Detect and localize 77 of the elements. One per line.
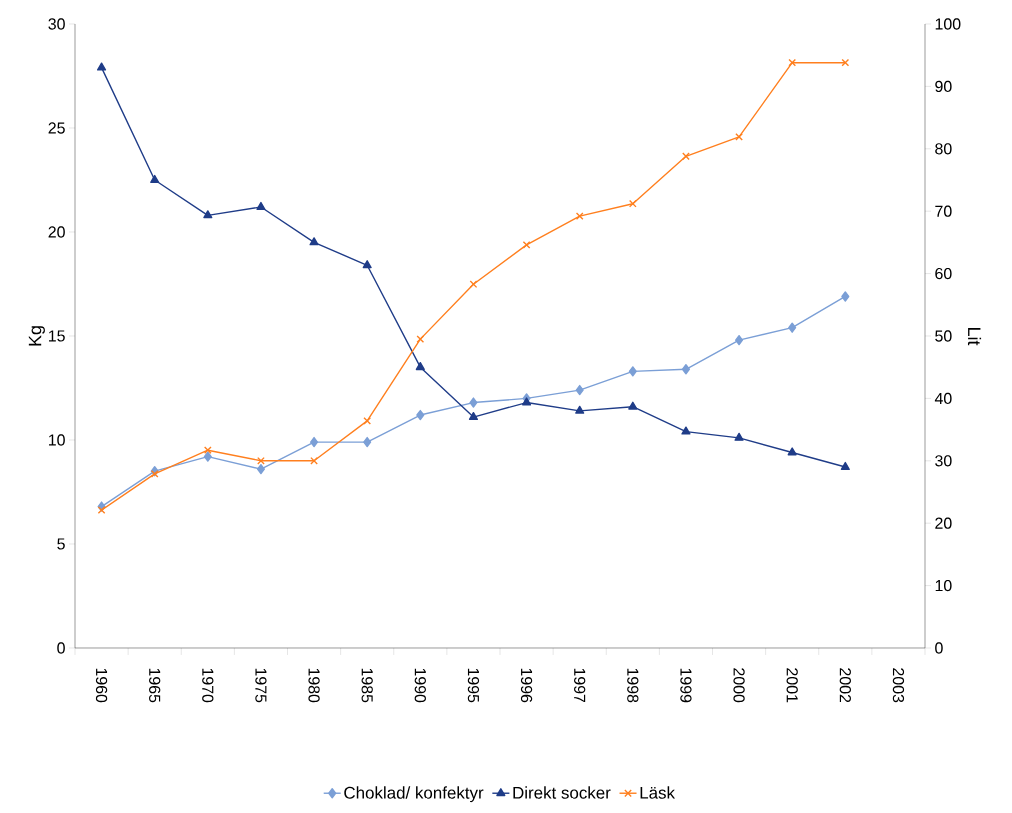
point [682,152,690,161]
x-tick-label: 2001 [786,668,798,703]
y-tick-label: 30 [48,18,65,30]
y-tick-label: 5 [57,538,65,550]
point [96,62,107,71]
y-axis-title: Kg [28,326,45,346]
y-tick-label: 15 [48,330,65,342]
point [257,456,265,465]
x-tick-label: 1960 [95,668,108,703]
x-tick-label: 1996 [520,668,533,703]
legend-label: Läsk [640,786,676,799]
y-tick-label: 25 [48,122,65,134]
point [681,426,691,435]
x-tick-label: 1965 [149,668,161,703]
y2-tick-label: 10 [935,579,952,592]
y2-tick-label: 80 [935,143,952,155]
point [310,456,318,465]
x-tick-label: 1997 [574,668,586,703]
x-tick-label: 1985 [361,668,373,703]
point [628,366,637,377]
legend-label: Direkt socker [513,786,611,799]
x-tick-label: 1995 [467,668,480,703]
y2-tick-label: 30 [935,455,952,467]
y2-tick-label: 60 [935,267,952,280]
y2-tick-label: 70 [935,205,952,217]
point [788,58,797,67]
y2-tick-label: 90 [935,80,952,93]
x-tick-label: 2002 [839,668,851,703]
point [256,463,265,475]
point [362,260,372,269]
point [468,411,479,421]
x-tick-label: 2003 [892,668,905,703]
x-tick-label: 1990 [414,668,426,703]
point [150,174,160,183]
point [734,432,744,441]
point [575,212,584,221]
point [415,362,425,371]
point [628,199,637,208]
point [150,470,159,478]
point [840,461,850,470]
point [416,335,425,343]
point [363,436,372,448]
point [310,436,319,448]
point [681,364,691,375]
point [841,291,850,302]
point [521,397,532,406]
y2-tick-label: 50 [935,330,952,342]
point [735,334,744,346]
y2-tick-label: 40 [934,392,952,405]
point [628,401,638,410]
point [203,451,212,462]
y2-tick-label: 0 [935,642,943,654]
y2-axis-title: Lit [967,328,982,346]
x-tick-label: 1980 [308,668,320,703]
point [787,447,797,456]
y2-tick-label: 20 [935,517,952,529]
point [469,397,478,408]
y-tick-label: 20 [48,226,65,238]
point [256,201,266,210]
point [416,409,425,421]
point [788,322,797,333]
point [363,416,372,425]
y-tick-label: 10 [48,434,65,446]
point [309,237,319,246]
x-tick-label: 1998 [627,668,639,703]
y-tick-label: 0 [57,642,65,654]
x-tick-label: 1970 [202,668,214,703]
point [575,405,585,414]
x-tick-label: 1975 [255,668,267,703]
y2-tick-label: 100 [935,18,961,30]
point [469,280,478,289]
point [522,241,531,249]
point [203,210,213,219]
point [575,384,584,396]
x-tick-label: 2000 [733,668,745,703]
x-tick-label: 1999 [680,668,692,703]
legend-label: Choklad/ konfektyr [344,786,484,803]
